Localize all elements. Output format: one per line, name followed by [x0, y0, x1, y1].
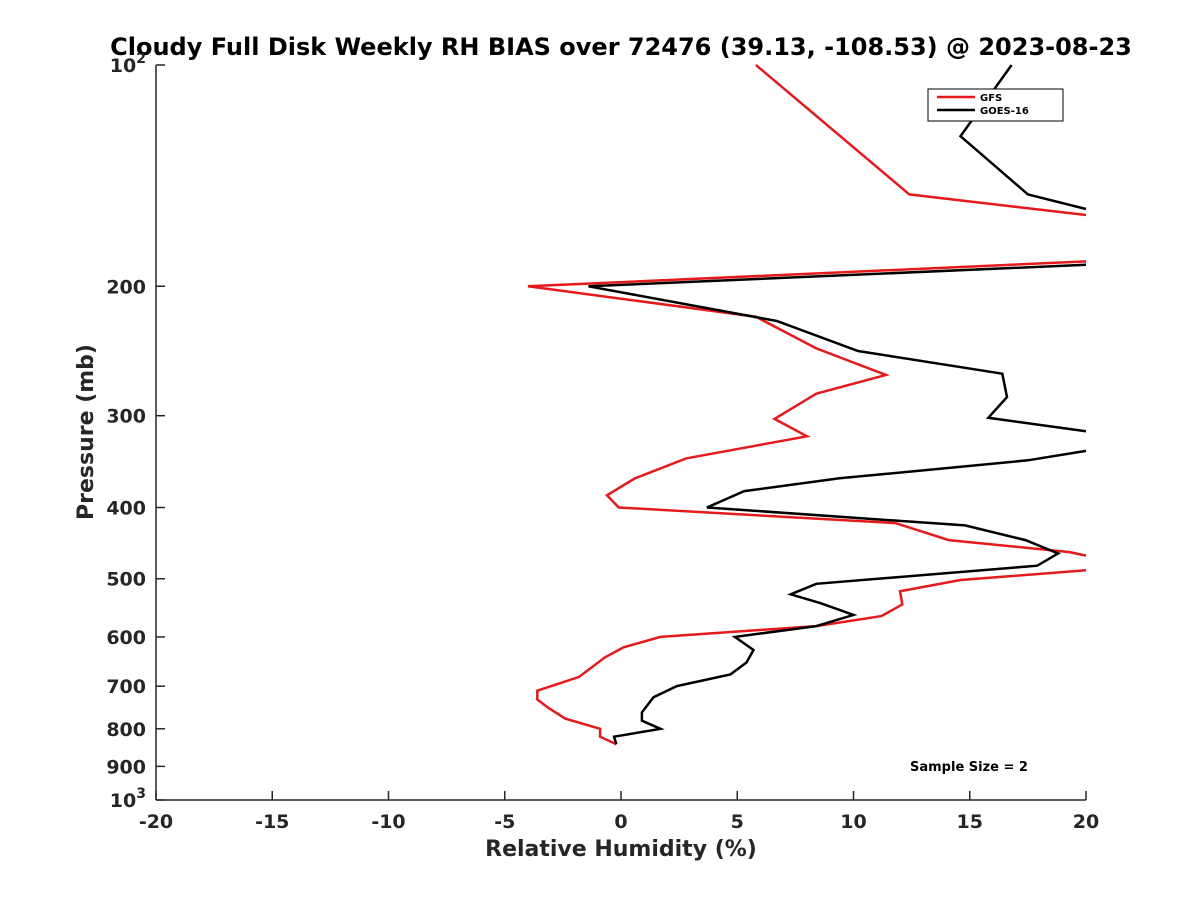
x-tick-label: 5 — [731, 811, 744, 833]
x-axis-ticks: -20 -15 -10 -5 0 5 10 15 20 — [139, 791, 1099, 833]
series-line-gfs-3 — [536, 569, 1087, 746]
legend: GFS GOES-16 — [927, 88, 1064, 122]
series-line-goes-16-2 — [588, 263, 1087, 433]
series-line-gfs-2 — [527, 260, 1087, 557]
legend-label-gfs: GFS — [980, 93, 1002, 104]
chart-title: Cloudy Full Disk Weekly RH BIAS over 724… — [110, 33, 1132, 61]
plot-area — [527, 64, 1087, 746]
legend-box — [927, 88, 1064, 122]
series-line-gfs-1 — [755, 64, 1087, 217]
x-tick-label: 15 — [957, 811, 983, 833]
y-axis-ticks: 102 200 300 400 500 600 700 800 900 103 — [106, 51, 165, 812]
x-tick-label: 20 — [1073, 811, 1099, 833]
y-tick-label: 103 — [110, 786, 146, 812]
x-tick-label: -10 — [371, 811, 405, 833]
y-tick-label: 700 — [106, 676, 146, 698]
x-axis-label: Relative Humidity (%) — [485, 837, 757, 862]
series-line-goes-16-3 — [612, 449, 1087, 745]
y-axis-label: Pressure (mb) — [74, 344, 99, 520]
x-tick-label: 10 — [840, 811, 866, 833]
x-tick-label: -5 — [494, 811, 515, 833]
y-tick-label: 200 — [106, 276, 146, 298]
sample-size-annotation: Sample Size = 2 — [910, 760, 1028, 775]
y-tick-label: 102 — [110, 51, 146, 77]
y-tick-label: 300 — [106, 406, 146, 428]
legend-label-goes-16: GOES-16 — [980, 106, 1029, 117]
y-tick-label: 900 — [106, 756, 146, 778]
y-tick-label: 800 — [106, 719, 146, 741]
y-tick-label: 400 — [106, 498, 146, 520]
y-tick-label: 500 — [106, 569, 146, 591]
y-tick-label: 600 — [106, 627, 146, 649]
x-tick-label: 0 — [614, 811, 627, 833]
series-line-goes-16-1 — [958, 64, 1087, 211]
x-tick-label: -15 — [255, 811, 289, 833]
x-tick-label: -20 — [139, 811, 173, 833]
